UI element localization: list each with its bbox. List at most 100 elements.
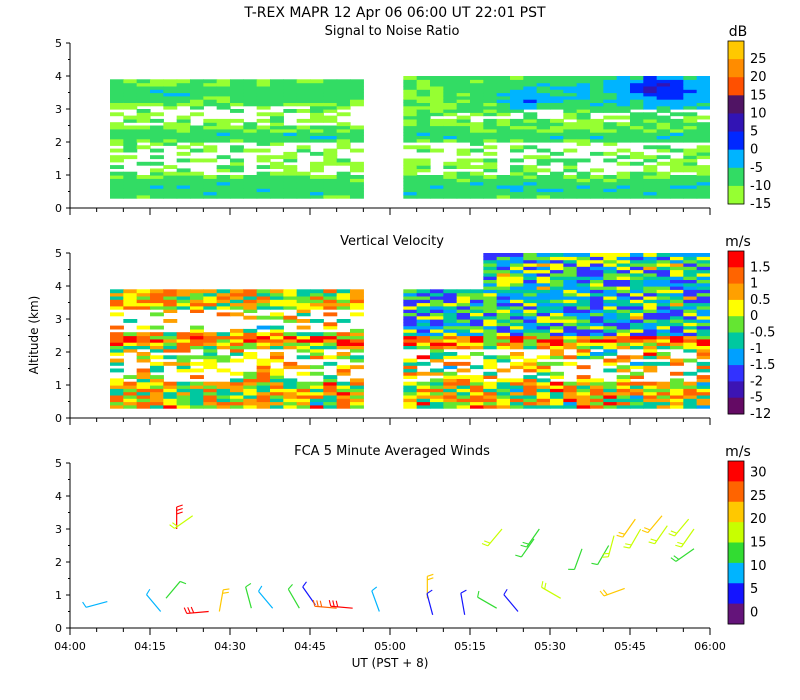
wind-barb: [541, 580, 561, 599]
colorbar-swatch: [728, 522, 744, 543]
barb-flag: [602, 589, 608, 596]
barb-flag: [328, 600, 332, 607]
barb-flag: [541, 580, 544, 588]
y-tick-label: 2: [55, 136, 62, 149]
barb-flag: [673, 555, 680, 560]
barb-flag: [223, 588, 230, 591]
colorbar-swatch: [728, 316, 744, 333]
colorbar-label: -0.5: [750, 326, 775, 341]
barb-flag: [82, 601, 87, 608]
colorbar-swatch: [728, 59, 744, 78]
colorbar: m/s 30 25 20 15 10 5 0: [725, 444, 767, 625]
barb-shaft: [165, 581, 181, 599]
colorbar-units: dB: [729, 24, 748, 40]
colorbar-label: 15: [750, 88, 767, 103]
barb-flag: [172, 522, 178, 527]
wind-barb: [601, 535, 615, 558]
wind-barb: [371, 586, 380, 612]
colorbar-label: 15: [750, 536, 767, 551]
colorbar-label: -12: [750, 407, 771, 422]
colorbar-label: 20: [750, 512, 767, 527]
colorbar-swatch: [728, 267, 744, 285]
barb-flag: [176, 507, 183, 512]
barb-shaft: [426, 593, 434, 615]
x-tick-label: 05:15: [454, 640, 486, 653]
colorbar-swatch: [728, 95, 744, 114]
barb-shaft: [520, 538, 535, 558]
barb-flag: [183, 607, 188, 614]
wind-barb: [477, 590, 497, 609]
barb-flag: [503, 588, 508, 595]
y-tick-label: 1: [55, 169, 62, 182]
barb-flag: [623, 546, 630, 549]
colorbar-label: 25: [750, 52, 767, 67]
y-tick-label: 0: [55, 412, 62, 425]
colorbar-swatch: [728, 542, 744, 564]
colorbar-units: m/s: [725, 444, 751, 460]
panel-title-vv: Vertical Velocity: [340, 234, 444, 249]
wind-barb: [515, 538, 535, 558]
barb-shaft: [680, 528, 695, 548]
barb-flag: [179, 580, 187, 585]
colorbar-label: -10: [750, 179, 771, 194]
barb-flag: [187, 607, 191, 614]
colorbar-swatch: [728, 251, 744, 268]
wind-barb: [82, 601, 108, 608]
colorbar-label: -1: [750, 342, 763, 357]
barb-shaft: [603, 587, 625, 597]
barb-flag: [618, 531, 625, 535]
barb-flag: [190, 606, 195, 614]
y-axis-label: Altitude (km): [27, 296, 41, 375]
x-tick-label: 04:30: [214, 640, 246, 653]
colorbar-label: 5: [750, 125, 758, 140]
barb-flag: [648, 541, 655, 545]
y-tick-label: 3: [55, 313, 62, 326]
wind-barb: [218, 588, 230, 612]
wind-barb: [668, 518, 690, 537]
wind-barb: [460, 589, 467, 615]
colorbar-frame: [727, 40, 745, 205]
y-tick-label: 0: [55, 622, 62, 635]
colorbar-swatch: [728, 397, 744, 415]
barb-flag: [460, 589, 467, 594]
barb-flag: [599, 590, 605, 597]
colorbar-swatch: [728, 113, 744, 133]
colorbar: m/s 1.5 10.50 -0.5-1-1.5-2 -5-12: [725, 234, 775, 422]
colorbar-swatch: [728, 77, 744, 96]
y-tick-label: 5: [55, 457, 62, 470]
colorbar-swatch: [728, 167, 744, 187]
barb-flag: [625, 543, 632, 546]
barb-flag: [312, 600, 316, 607]
figure-title: T-REX MAPR 12 Apr 06 06:00 UT 22:01 PST: [243, 5, 546, 21]
colorbar-label: 20: [750, 70, 767, 85]
barb-flag: [302, 581, 307, 588]
barb-shaft: [460, 593, 466, 615]
colorbar-label: 10: [750, 106, 767, 121]
wind-barb: [146, 588, 162, 612]
panel-axes: 0 1 2 3 4 5: [55, 247, 711, 425]
barb-flag: [477, 590, 480, 598]
colorbar-swatch: [728, 461, 744, 482]
colorbar-units: m/s: [725, 234, 751, 250]
wind-barb: [623, 528, 642, 549]
barb-shaft: [314, 605, 337, 609]
barb-flag: [426, 589, 433, 595]
barb-flag: [616, 534, 623, 538]
barb-flag: [677, 541, 684, 545]
wind-barb: [312, 600, 337, 609]
barb-shaft: [330, 605, 353, 609]
barb-shaft: [647, 515, 663, 534]
colorbar-frame: [727, 460, 745, 625]
x-tick-label: 05:30: [534, 640, 566, 653]
barb-shaft: [654, 525, 668, 545]
colorbar-label: -5: [750, 391, 763, 406]
barb-shaft: [146, 594, 162, 612]
colorbar-label: 0: [750, 143, 758, 158]
colorbar-swatch: [728, 41, 744, 60]
barb-shaft: [258, 590, 274, 609]
barb-shaft: [487, 528, 503, 547]
barb-flag: [484, 540, 491, 544]
wind-barb: [328, 600, 353, 609]
barb-flag: [670, 557, 677, 562]
y-tick-label: 4: [55, 70, 62, 83]
